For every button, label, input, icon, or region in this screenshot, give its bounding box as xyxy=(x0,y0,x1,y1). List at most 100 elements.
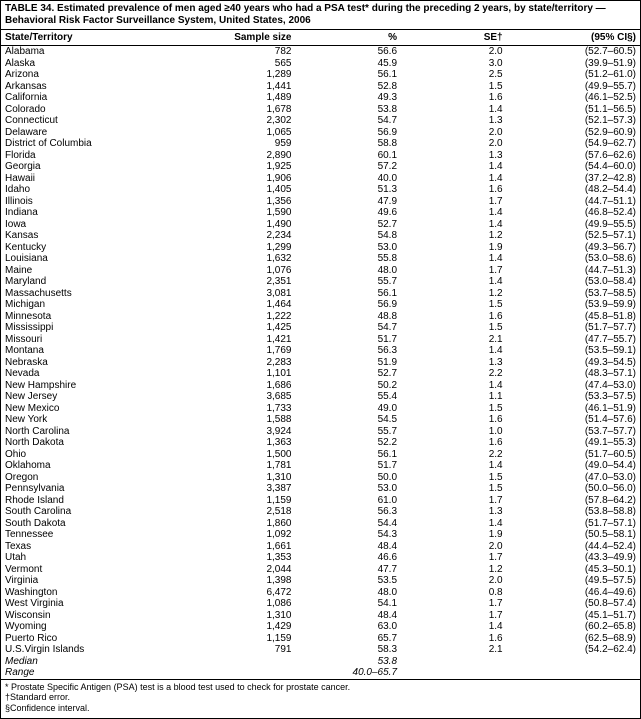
table-row: Puerto Rico1,15965.71.6(62.5–68.9) xyxy=(1,633,640,645)
table-row: Alabama78256.62.0(52.7–60.5) xyxy=(1,46,640,58)
cell-pct: 45.9 xyxy=(295,58,401,70)
cell-ci: (51.2–61.0) xyxy=(507,69,640,81)
cell-ci: (46.8–52.4) xyxy=(507,207,640,219)
cell-se: 1.4 xyxy=(401,161,507,173)
table-row: Alaska56545.93.0(39.9–51.9) xyxy=(1,58,640,70)
table-row: West Virginia1,08654.11.7(50.8–57.4) xyxy=(1,598,640,610)
cell-ci: (46.4–49.6) xyxy=(507,587,640,599)
table-row: Wisconsin1,31048.41.7(45.1–51.7) xyxy=(1,610,640,622)
cell-pct: 50.2 xyxy=(295,380,401,392)
table-row: Nebraska2,28351.91.3(49.3–54.5) xyxy=(1,357,640,369)
range-se xyxy=(401,667,507,679)
cell-pct: 50.0 xyxy=(295,472,401,484)
cell-se: 1.1 xyxy=(401,391,507,403)
cell-ci: (49.9–55.5) xyxy=(507,219,640,231)
cell-state: Kansas xyxy=(1,230,190,242)
cell-state: District of Columbia xyxy=(1,138,190,150)
cell-state: Nebraska xyxy=(1,357,190,369)
cell-ci: (51.1–56.5) xyxy=(507,104,640,116)
cell-sample: 1,159 xyxy=(190,633,296,645)
header-sample: Sample size xyxy=(190,30,296,46)
cell-sample: 1,925 xyxy=(190,161,296,173)
cell-state: Mississippi xyxy=(1,322,190,334)
cell-se: 1.4 xyxy=(401,276,507,288)
cell-state: Washington xyxy=(1,587,190,599)
cell-sample: 1,398 xyxy=(190,575,296,587)
cell-se: 1.4 xyxy=(401,518,507,530)
footnote-se: †Standard error. xyxy=(5,692,636,703)
cell-se: 1.5 xyxy=(401,472,507,484)
cell-sample: 1,661 xyxy=(190,541,296,553)
cell-sample: 1,678 xyxy=(190,104,296,116)
cell-se: 1.0 xyxy=(401,426,507,438)
cell-state: Hawaii xyxy=(1,173,190,185)
cell-sample: 2,044 xyxy=(190,564,296,576)
cell-state: West Virginia xyxy=(1,598,190,610)
table-row: Arizona1,28956.12.5(51.2–61.0) xyxy=(1,69,640,81)
cell-sample: 782 xyxy=(190,46,296,58)
cell-ci: (45.3–50.1) xyxy=(507,564,640,576)
cell-se: 1.5 xyxy=(401,322,507,334)
cell-se: 1.6 xyxy=(401,311,507,323)
table-row: Kansas2,23454.81.2(52.5–57.1) xyxy=(1,230,640,242)
cell-pct: 53.5 xyxy=(295,575,401,587)
title-line-1: TABLE 34. Estimated prevalence of men ag… xyxy=(5,3,606,14)
cell-pct: 48.4 xyxy=(295,541,401,553)
cell-sample: 959 xyxy=(190,138,296,150)
cell-pct: 65.7 xyxy=(295,633,401,645)
cell-pct: 55.7 xyxy=(295,276,401,288)
range-sample xyxy=(190,667,296,679)
cell-ci: (49.3–54.5) xyxy=(507,357,640,369)
cell-se: 1.4 xyxy=(401,621,507,633)
cell-ci: (52.5–57.1) xyxy=(507,230,640,242)
cell-pct: 54.1 xyxy=(295,598,401,610)
table-row: Louisiana1,63255.81.4(53.0–58.6) xyxy=(1,253,640,265)
cell-pct: 47.9 xyxy=(295,196,401,208)
cell-pct: 40.0 xyxy=(295,173,401,185)
cell-pct: 48.0 xyxy=(295,587,401,599)
data-table: State/Territory Sample size % SE† (95% C… xyxy=(1,29,640,679)
cell-ci: (57.8–64.2) xyxy=(507,495,640,507)
cell-pct: 57.2 xyxy=(295,161,401,173)
cell-ci: (47.0–53.0) xyxy=(507,472,640,484)
cell-pct: 48.0 xyxy=(295,265,401,277)
cell-se: 1.4 xyxy=(401,207,507,219)
cell-ci: (44.7–51.1) xyxy=(507,196,640,208)
table-row: Missouri1,42151.72.1(47.7–55.7) xyxy=(1,334,640,346)
cell-pct: 53.0 xyxy=(295,242,401,254)
cell-state: Tennessee xyxy=(1,529,190,541)
cell-se: 1.7 xyxy=(401,552,507,564)
cell-state: Oklahoma xyxy=(1,460,190,472)
cell-se: 2.1 xyxy=(401,334,507,346)
cell-state: Texas xyxy=(1,541,190,553)
median-label: Median xyxy=(1,656,190,668)
cell-ci: (51.7–57.7) xyxy=(507,322,640,334)
table-row: New York1,58854.51.6(51.4–57.6) xyxy=(1,414,640,426)
cell-sample: 1,299 xyxy=(190,242,296,254)
cell-state: Vermont xyxy=(1,564,190,576)
cell-ci: (46.1–51.9) xyxy=(507,403,640,415)
cell-state: Rhode Island xyxy=(1,495,190,507)
cell-sample: 1,590 xyxy=(190,207,296,219)
cell-state: Kentucky xyxy=(1,242,190,254)
cell-se: 1.2 xyxy=(401,288,507,300)
cell-state: Minnesota xyxy=(1,311,190,323)
footnotes: * Prostate Specific Antigen (PSA) test i… xyxy=(1,679,640,718)
cell-ci: (52.7–60.5) xyxy=(507,46,640,58)
cell-state: New Hampshire xyxy=(1,380,190,392)
cell-pct: 56.3 xyxy=(295,345,401,357)
cell-sample: 3,924 xyxy=(190,426,296,438)
cell-state: Pennsylvania xyxy=(1,483,190,495)
table-row: Pennsylvania3,38753.01.5(50.0–56.0) xyxy=(1,483,640,495)
cell-se: 1.4 xyxy=(401,380,507,392)
table-row: Nevada1,10152.72.2(48.3–57.1) xyxy=(1,368,640,380)
cell-pct: 56.1 xyxy=(295,288,401,300)
cell-sample: 1,441 xyxy=(190,81,296,93)
cell-state: Iowa xyxy=(1,219,190,231)
table-row: Texas1,66148.42.0(44.4–52.4) xyxy=(1,541,640,553)
cell-pct: 46.6 xyxy=(295,552,401,564)
table-row: Kentucky1,29953.01.9(49.3–56.7) xyxy=(1,242,640,254)
cell-se: 1.6 xyxy=(401,437,507,449)
cell-state: Missouri xyxy=(1,334,190,346)
cell-state: Louisiana xyxy=(1,253,190,265)
